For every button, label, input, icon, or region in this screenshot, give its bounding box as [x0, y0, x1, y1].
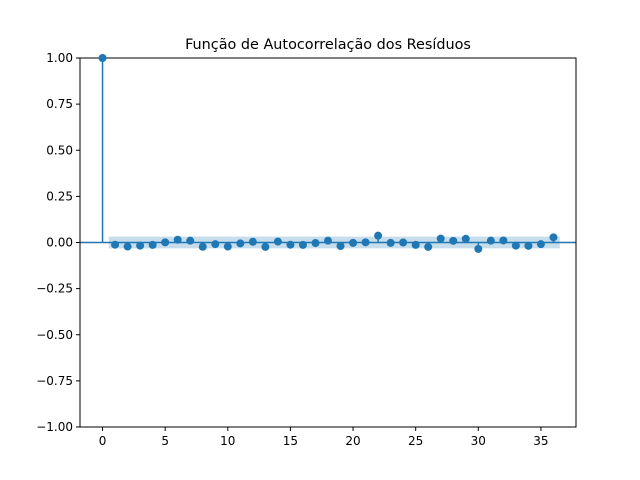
acf-point [424, 242, 433, 251]
y-tick-label: −1.00 [36, 420, 73, 434]
x-tick-label: 20 [345, 434, 360, 448]
acf-point [449, 236, 458, 245]
acf-point [198, 242, 207, 251]
y-tick-label: −0.75 [36, 374, 73, 388]
acf-point [148, 240, 157, 249]
acf-point [173, 235, 182, 244]
acf-point [549, 233, 558, 242]
acf-point [273, 237, 282, 246]
acf-point [136, 241, 145, 250]
y-tick-label: 0.00 [46, 236, 73, 250]
x-tick-label: 15 [283, 434, 298, 448]
acf-point [524, 241, 533, 250]
acf-point [536, 240, 545, 249]
acf-point [248, 237, 257, 246]
acf-point [386, 238, 395, 247]
x-tick-label: 10 [220, 434, 235, 448]
acf-point [123, 242, 132, 251]
acf-point [236, 239, 245, 248]
acf-point [399, 238, 408, 247]
acf-point [436, 234, 445, 243]
acf-point [286, 240, 295, 249]
acf-point [211, 240, 220, 249]
y-tick-label: 0.50 [46, 143, 73, 157]
x-tick-label: 30 [471, 434, 486, 448]
stems-layer [101, 58, 555, 249]
acf-point [324, 236, 332, 245]
chart-title: Função de Autocorrelação dos Resíduos [185, 37, 471, 53]
acf-point [261, 242, 270, 251]
x-tick-label: 35 [533, 434, 548, 448]
acf-point [223, 242, 232, 251]
x-tick-label: 25 [408, 434, 423, 448]
acf-point [311, 239, 320, 248]
acf-point [336, 242, 345, 251]
acf-point [411, 240, 420, 249]
y-tick-label: 1.00 [46, 51, 73, 65]
acf-point [298, 240, 307, 249]
y-tick-label: 0.75 [46, 97, 73, 111]
acf-point [111, 240, 120, 249]
ticks-layer: 0 5 10 15 20 25 30 35 −1.00 −0.75 −0.50 −0.25 0.00 0.… [36, 51, 548, 448]
acf-point [349, 238, 358, 247]
acf-point [186, 236, 195, 245]
acf-point [486, 236, 495, 245]
x-tick-label: 0 [99, 434, 107, 448]
acf-point [361, 238, 370, 247]
acf-point [461, 234, 470, 243]
acf-point [511, 241, 520, 250]
y-tick-label: −0.25 [36, 282, 73, 296]
acf-point [474, 244, 483, 253]
y-tick-label: −0.50 [36, 328, 73, 342]
acf-point [98, 54, 107, 62]
acf-point [161, 238, 170, 247]
acf-point [499, 236, 508, 245]
x-tick-label: 5 [161, 434, 169, 448]
acf-point [374, 231, 383, 240]
y-tick-label: 0.25 [46, 189, 73, 203]
points-layer [98, 54, 558, 253]
